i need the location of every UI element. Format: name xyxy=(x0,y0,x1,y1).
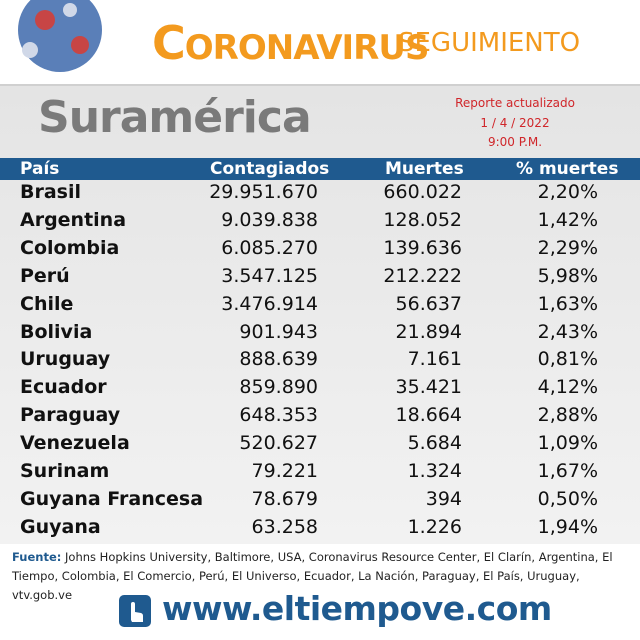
cell-value: 4,12% xyxy=(537,376,598,399)
cell-value: 29.951.670 xyxy=(209,181,318,203)
cell-value: 78.679 xyxy=(251,487,318,510)
region-title: Suramérica xyxy=(38,92,312,143)
cell-value: 888.639 xyxy=(239,348,318,371)
country: Argentina xyxy=(20,208,127,231)
country: Ecuador xyxy=(20,376,107,399)
cell-value: 1,94% xyxy=(537,515,598,538)
cell-value: 18.664 xyxy=(395,404,462,427)
country: Uruguay xyxy=(20,348,111,371)
cell-value: 7.161 xyxy=(407,348,462,371)
cell-value: 1,09% xyxy=(537,432,598,455)
country: Colombia xyxy=(20,236,120,259)
country: Perú xyxy=(20,264,70,287)
cell-value: 1.324 xyxy=(407,460,462,482)
cell-value: 1,63% xyxy=(537,292,598,315)
cell-value: 9.039.838 xyxy=(221,208,318,231)
country: Chile xyxy=(20,292,74,315)
cell-value: 0,81% xyxy=(537,348,598,371)
subtitle: SEGUIMIENTO xyxy=(398,28,581,58)
column-header: % muertes xyxy=(516,159,619,179)
cell-value: 1,42% xyxy=(537,208,598,231)
website: www.eltiempove.com xyxy=(162,589,552,628)
country: Surinam xyxy=(20,460,110,482)
cell-value: 648.353 xyxy=(239,404,318,427)
cell-value: 3.547.125 xyxy=(221,264,318,287)
cell-value: 6.085.270 xyxy=(221,236,318,259)
cell-value: 5,98% xyxy=(537,264,598,287)
cell-value: 56.637 xyxy=(395,292,462,315)
cell-value: 79.221 xyxy=(251,460,318,482)
country: Bolivia xyxy=(20,320,93,343)
cell-value: 5.684 xyxy=(407,432,462,455)
cell-value: 901.943 xyxy=(239,320,318,343)
column-header: País xyxy=(20,159,60,179)
report-date: 1 / 4 / 2022 xyxy=(480,116,550,130)
column-header: Contagiados xyxy=(210,159,330,179)
source: Fuente: Johns Hopkins University, Baltim… xyxy=(12,548,630,605)
cell-value: 520.627 xyxy=(239,432,318,455)
cell-value: 660.022 xyxy=(383,181,462,203)
cell-value: 63.258 xyxy=(251,515,318,538)
country: Brasil xyxy=(20,181,82,203)
report-label: Reporte actualizado xyxy=(455,96,575,110)
country: Guyana xyxy=(20,515,101,538)
cell-value: 859.890 xyxy=(239,376,318,399)
source-label: Fuente: xyxy=(12,550,62,564)
cell-value: 3.476.914 xyxy=(221,292,318,315)
cell-value: 139.636 xyxy=(383,236,462,259)
cell-value: 0,50% xyxy=(537,487,598,510)
cell-value: 2,29% xyxy=(537,236,598,259)
cell-value: 2,20% xyxy=(537,181,598,203)
source-text: Johns Hopkins University, Baltimore, USA… xyxy=(12,550,613,602)
cell-value: 2,88% xyxy=(537,404,598,427)
cell-value: 21.894 xyxy=(395,320,462,343)
cell-value: 2,43% xyxy=(537,320,598,343)
cell-value: 212.222 xyxy=(383,264,462,287)
cell-value: 35.421 xyxy=(395,376,462,399)
cell-value: 128.052 xyxy=(383,208,462,231)
virus-icon xyxy=(18,0,102,72)
table-header xyxy=(0,158,640,180)
country: Guyana Francesa xyxy=(20,487,204,510)
hand-icon xyxy=(119,595,151,627)
cell-value: 1,67% xyxy=(537,460,598,482)
title: CORONAVIRUS xyxy=(152,16,429,70)
country: Paraguay xyxy=(20,404,121,427)
column-header: Muertes xyxy=(385,159,464,179)
cell-value: 394 xyxy=(425,487,462,510)
report-time: 9:00 P.M. xyxy=(487,135,543,149)
header-band: CORONAVIRUS SEGUIMIENTO xyxy=(0,0,640,86)
country: Venezuela xyxy=(20,432,130,455)
cell-value: 1.226 xyxy=(407,515,462,538)
